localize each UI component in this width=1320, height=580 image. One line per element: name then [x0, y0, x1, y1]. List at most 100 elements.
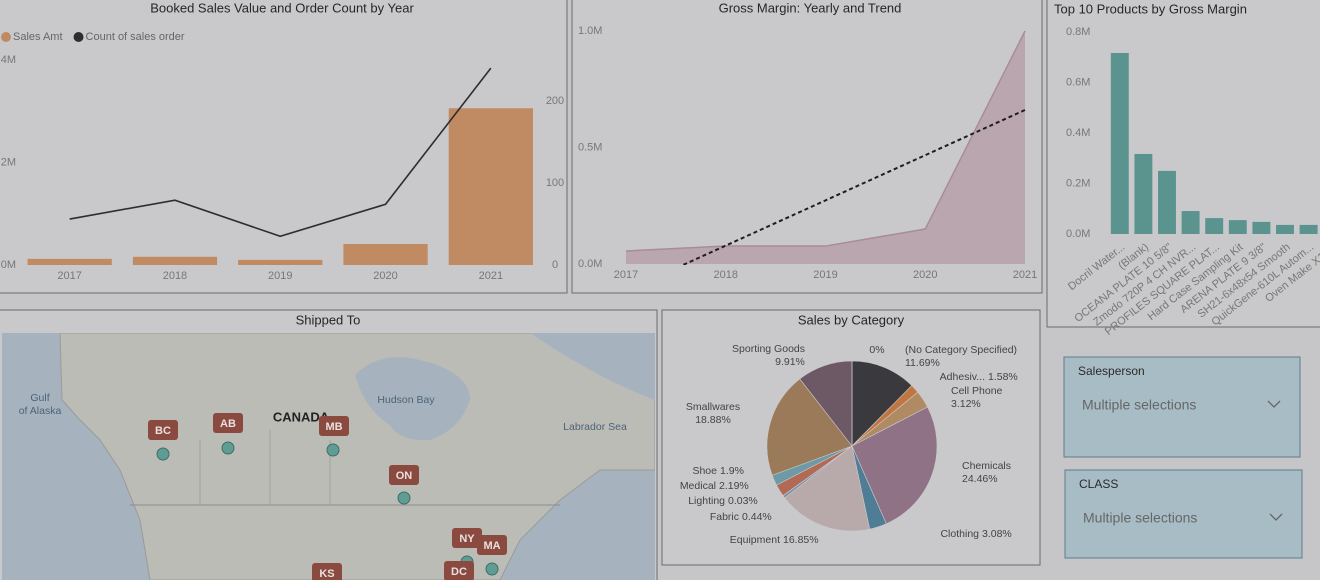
x-tick-label: 2020	[373, 270, 397, 282]
map-land	[59, 333, 655, 580]
pie-slice	[851, 360, 913, 447]
y-tick-label: 4M	[1, 54, 16, 66]
y-tick-label: 1.0M	[578, 25, 602, 37]
pie-value-label: 1.9%	[720, 465, 744, 477]
pie-value-label: 18.88%	[695, 414, 731, 426]
pie-value-label: 0.03%	[728, 495, 758, 507]
pie-slice	[851, 406, 938, 525]
pie-value-label: 11.69%	[905, 357, 940, 369]
y2-tick-label: 200	[546, 95, 564, 107]
pie-label: Equipment	[730, 534, 780, 546]
x-tick-label: 2018	[714, 269, 738, 281]
pie-label: Fabric	[710, 511, 739, 523]
x-tick-label: 2017	[57, 270, 81, 282]
pie-label: Clothing	[940, 528, 979, 540]
map-marker-box	[319, 416, 349, 436]
map-point	[326, 443, 340, 457]
map-point	[156, 447, 170, 461]
bar	[343, 244, 428, 265]
map-sea	[530, 333, 655, 400]
bar	[1110, 52, 1129, 234]
y-tick-label: 0.8M	[1066, 26, 1090, 38]
trend-line	[680, 109, 1026, 265]
pie-label: Shoe	[692, 465, 717, 477]
map-marker-box	[444, 561, 474, 580]
bar	[1299, 224, 1318, 234]
y-tick-label: 0.5M	[578, 141, 602, 153]
panel	[1046, 0, 1320, 328]
map-marker-label: MA	[483, 540, 500, 552]
bar	[132, 256, 218, 265]
y-tick-label: 0M	[1, 259, 16, 271]
pie-value-label: 9.91%	[775, 356, 805, 368]
map	[2, 333, 655, 580]
bar	[1252, 221, 1271, 234]
map-marker-box	[389, 465, 419, 485]
bar	[238, 259, 323, 265]
map-marker-label: DC	[451, 566, 467, 578]
pie-label: Lighting	[688, 495, 725, 507]
x-tick-label: 2017	[614, 269, 638, 281]
map-water-label: Hudson Bay	[377, 394, 435, 406]
map-water-label: Labrador Sea	[563, 421, 627, 433]
slicer-value[interactable]: Multiple selections	[1083, 510, 1197, 526]
bar	[1158, 170, 1176, 234]
map-marker-label: MB	[325, 421, 342, 433]
map-point	[397, 491, 411, 505]
slicer[interactable]: Salesperson Multiple selections	[1063, 356, 1301, 458]
bar	[1205, 218, 1224, 234]
slicer-title: Salesperson	[1078, 364, 1145, 378]
y-tick-label: 0.0M	[578, 258, 602, 270]
pie-slice	[784, 445, 871, 532]
pie-value-label: 2.19%	[719, 480, 749, 492]
pie-value-label: 3.12%	[951, 398, 981, 410]
x-tick-label: 2021	[1013, 269, 1037, 281]
y2-tick-label: 0	[552, 259, 558, 271]
plot-area	[625, 30, 1026, 265]
x-tick-label: 2021	[479, 270, 503, 282]
pie-value-label: 24.46%	[962, 473, 998, 485]
bar	[27, 258, 112, 265]
pie-label: Sporting Goods	[732, 343, 805, 355]
pie-value-label: 3.08%	[982, 528, 1012, 540]
map-water-label: of Alaska	[19, 405, 62, 417]
map-marker-label: AB	[220, 418, 236, 430]
legend-marker	[1, 32, 11, 42]
y-tick-label: 0.6M	[1066, 76, 1090, 88]
y2-tick-label: 100	[546, 177, 564, 189]
pie-label: Smallwares	[686, 401, 740, 413]
map-marker-label: BC	[155, 425, 171, 437]
slicer-box[interactable]	[1064, 469, 1303, 559]
pie-value-label: 0%	[869, 344, 884, 356]
dropdown-chevron[interactable]	[1267, 400, 1281, 408]
map-marker-box	[477, 535, 507, 555]
x-tick-label: 2018	[163, 270, 187, 282]
slicer-title: CLASS	[1079, 477, 1118, 491]
slicer-value[interactable]: Multiple selections	[1082, 397, 1196, 413]
pie-value-label: 0.44%	[742, 511, 772, 523]
legend-label: Count of sales order	[86, 31, 185, 43]
pie-label: Adhesiv...	[940, 371, 985, 383]
map-marker-label: KS	[319, 568, 334, 580]
map-marker-box	[213, 413, 243, 433]
bar	[1228, 220, 1247, 234]
slicer-box[interactable]	[1063, 356, 1301, 458]
map-water-label: Gulf	[30, 392, 49, 404]
map-country: CANADA	[273, 409, 330, 424]
chart-title: Top 10 Products by Gross Margin	[1054, 1, 1247, 16]
map-title: Shipped To	[296, 312, 361, 327]
slicer[interactable]: CLASS Multiple selections	[1064, 469, 1303, 559]
dropdown-chevron[interactable]	[1269, 513, 1283, 521]
legend-marker	[73, 32, 84, 42]
y-tick-label: 0.0M	[1066, 228, 1090, 240]
x-tick-label: 2019	[268, 270, 292, 282]
map-marker-box	[312, 563, 342, 580]
bar	[1276, 224, 1294, 234]
line	[69, 67, 492, 238]
area	[626, 31, 1025, 264]
map-marker-label: ON	[396, 470, 413, 482]
pie-label: Cell Phone	[951, 385, 1003, 397]
